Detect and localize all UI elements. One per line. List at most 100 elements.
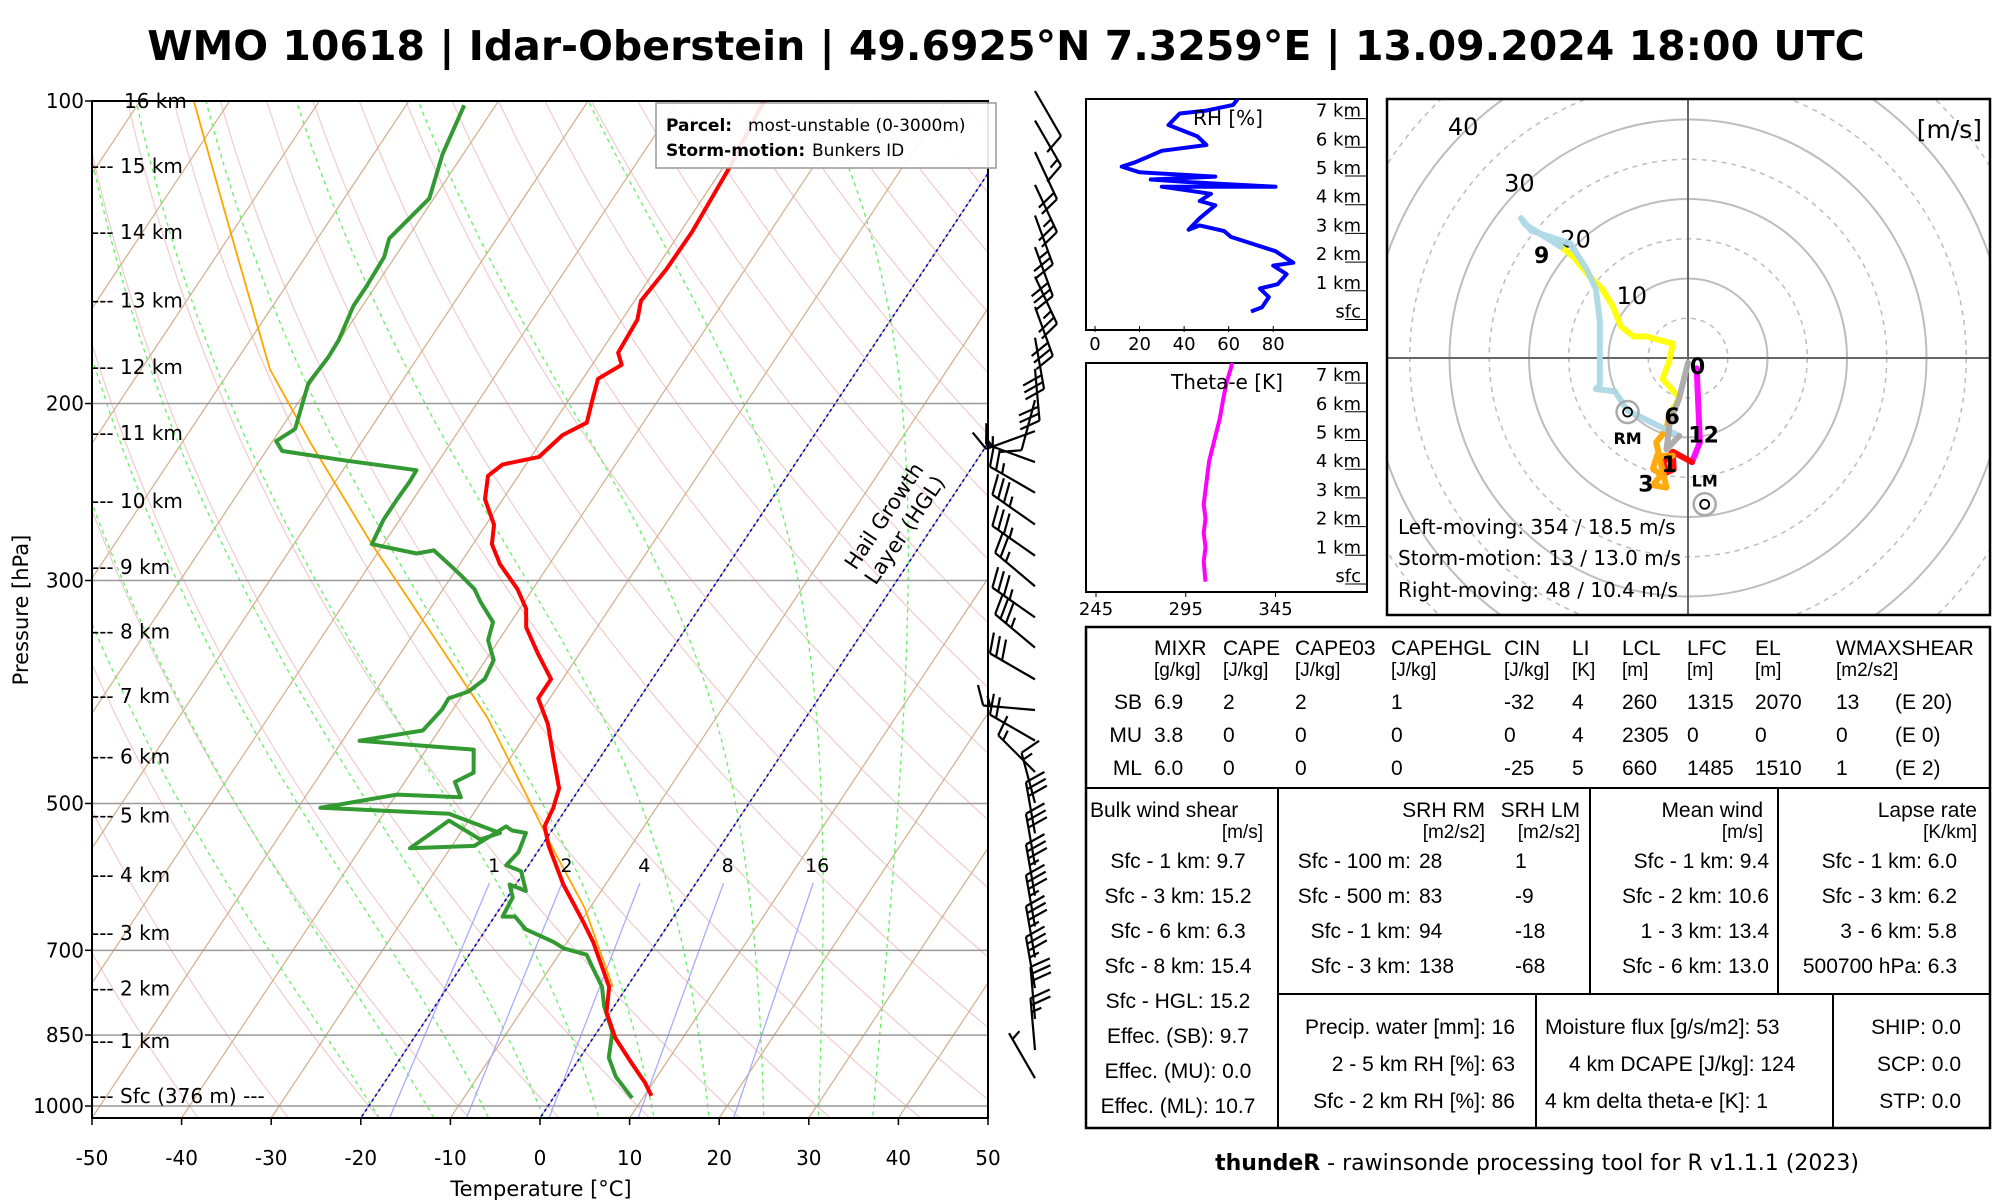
barb-feather <box>1033 348 1052 364</box>
barb-feather <box>976 684 985 706</box>
height-label: --- 13 km <box>92 289 183 313</box>
srh-lm-title: SRH LM <box>1501 799 1580 822</box>
height-label: --- 2 km <box>92 977 170 1001</box>
param-unit: [J/kg] <box>1504 660 1549 681</box>
moist-adiabat <box>417 101 765 1118</box>
barb-feather <box>1025 863 1045 877</box>
barb-feather <box>1008 589 1014 600</box>
hodograph-height-marker: 1 <box>1662 453 1677 478</box>
barb-feather <box>1049 158 1059 169</box>
barb-feather <box>988 693 995 715</box>
isotherm <box>718 712 988 1118</box>
ring-label: 40 <box>1448 113 1479 141</box>
legend-parcel-value: most-unstable (0-3000m) <box>748 116 966 136</box>
barb-feather <box>1027 784 1048 798</box>
hodograph-height-marker: 9 <box>1534 244 1549 269</box>
x-tick-label: 10 <box>617 1146 642 1170</box>
barb-staff <box>989 652 1036 681</box>
barb-feather <box>991 505 1000 527</box>
height-label: --- 11 km <box>92 421 183 445</box>
param-row-label: MU <box>1109 724 1142 747</box>
mean-wind-row: Sfc - 2 km: 10.6 <box>1622 885 1769 908</box>
footer-app-name: thundeR <box>1215 1151 1320 1176</box>
barb-feather <box>1004 551 1011 563</box>
hodograph-height-marker: 6 <box>1664 405 1679 430</box>
y-tick-label: 1000 <box>33 1094 84 1118</box>
wind-barb <box>976 684 1036 712</box>
isotherm <box>92 101 769 1118</box>
height-label: 6 km <box>1316 129 1361 150</box>
barb-feather <box>1025 802 1045 815</box>
storm-motion-label: LM <box>1692 471 1718 490</box>
wind-barb <box>1029 957 1052 1019</box>
barb-feather <box>1030 964 1051 976</box>
isotherm <box>180 101 858 1118</box>
param-unit: [J/kg] <box>1223 660 1268 681</box>
param-unit: [m] <box>1755 660 1781 681</box>
hgl-label: Hail GrowthLayer (HGL) <box>839 457 950 588</box>
moist-adiabat <box>587 101 824 1118</box>
srh-lm-value: -9 <box>1515 885 1534 908</box>
barb-feather <box>1008 527 1014 539</box>
height-label: sfc <box>1335 302 1361 323</box>
bulk-shear-unit: [m/s] <box>1222 822 1263 843</box>
storm-motion-marker-center <box>1622 406 1633 418</box>
moisture-row: Sfc - 2 km RH [%]: 86 <box>1313 1090 1515 1113</box>
skew-t-axes: -50 -40 -30 -20 -10 0 10 20 30 40 50 100 200 300 500 70… <box>33 89 1001 1170</box>
bulk-shear-row: Sfc - 3 km: 15.2 <box>1104 885 1251 908</box>
flux-row: Moisture flux [g/s/m2]: 53 <box>1545 1016 1780 1039</box>
moist-adiabat <box>295 101 710 1118</box>
isotherm <box>808 847 988 1118</box>
height-label: --- 10 km <box>92 489 183 513</box>
wind-barb <box>1034 151 1058 215</box>
wind-barb <box>991 566 1036 619</box>
barb-feather <box>1030 281 1049 298</box>
barb-feather <box>1025 925 1045 938</box>
bulk-shear-row: Effec. (ML): 10.7 <box>1101 1095 1256 1118</box>
height-label: 7 km <box>1316 365 1361 386</box>
param-unit: [m] <box>1622 660 1648 681</box>
barb-feather <box>1002 574 1011 596</box>
lapse-rate-row: Sfc - 3 km: 6.2 <box>1822 885 1957 908</box>
wind-barb <box>1034 184 1058 248</box>
x-axis-label: Temperature [°C] <box>449 1177 631 1200</box>
srh-lm-value: -18 <box>1515 920 1545 943</box>
wind-barb <box>1034 119 1062 183</box>
dry-adiabat <box>92 952 199 1118</box>
isotherm <box>92 101 589 850</box>
dry-adiabat <box>637 101 988 560</box>
barb-staff <box>989 465 1036 494</box>
table-frame <box>1084 625 1992 1130</box>
wind-barb <box>988 445 1036 494</box>
dry-adiabat <box>126 101 741 1118</box>
param-value: (E 20) <box>1895 691 1952 714</box>
composite-index-row: SCP: 0.0 <box>1877 1053 1961 1076</box>
wind-barbs <box>971 90 1062 1079</box>
x-tick-label: 40 <box>886 1146 911 1170</box>
srh-rm-value: 83 <box>1419 885 1442 908</box>
dry-adiabat <box>405 101 988 889</box>
wind-barb <box>1020 739 1040 804</box>
mixing-ratio-label: 16 <box>805 855 829 877</box>
barb-feather <box>1029 951 1040 959</box>
bulk-shear-title: Bulk wind shear <box>1090 799 1238 822</box>
param-value: 5 <box>1572 757 1584 780</box>
barb-feather <box>1029 920 1040 928</box>
moist-adiabat <box>92 156 545 1118</box>
wind-barb <box>1034 90 1062 153</box>
height-label: 2 km <box>1316 244 1361 265</box>
barb-feather <box>1002 730 1009 741</box>
hodograph-segment <box>1557 243 1683 420</box>
barb-staff <box>994 551 1036 588</box>
ring-label: 30 <box>1504 169 1535 197</box>
param-unit: [J/kg] <box>1391 660 1436 681</box>
RH-line <box>1119 99 1296 314</box>
barb-feather <box>1001 639 1008 661</box>
flux-row: 4 km DCAPE [J/kg]: 124 <box>1569 1053 1796 1076</box>
barb-feather <box>1027 846 1048 860</box>
param-value: (E 2) <box>1895 757 1941 780</box>
barb-feather <box>1020 739 1040 754</box>
x-tick-label: -20 <box>344 1146 377 1170</box>
dry-adiabat <box>92 149 651 1118</box>
